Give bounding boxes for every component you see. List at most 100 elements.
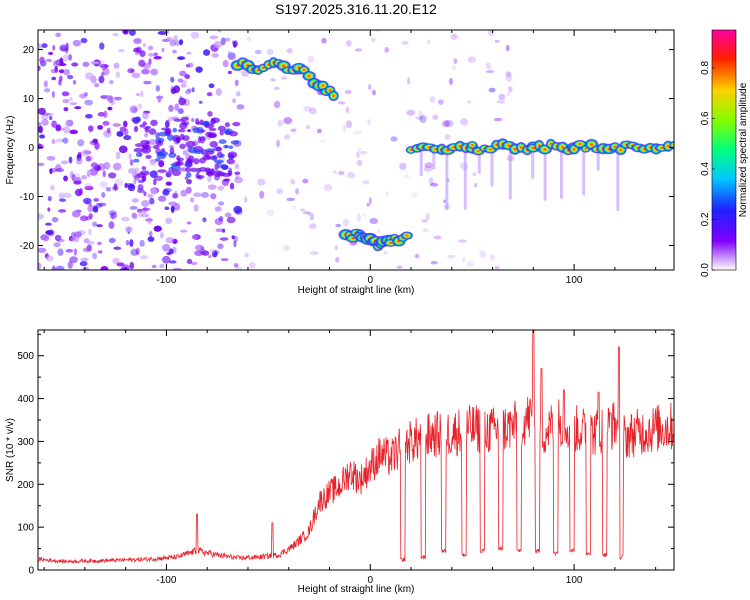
- noise-blob: [68, 156, 73, 164]
- noise-blob: [319, 139, 326, 143]
- noise-blob: [206, 150, 215, 155]
- noise-streak: [490, 147, 494, 187]
- noise-blob: [94, 83, 100, 88]
- noise-blob: [229, 182, 235, 190]
- noise-blob: [206, 92, 213, 97]
- noise-blob: [124, 226, 133, 233]
- y-tick-label: 100: [17, 523, 34, 534]
- y-tick-label: 0: [28, 143, 34, 154]
- noise-blob: [129, 159, 134, 166]
- noise-blob: [385, 191, 389, 197]
- noise-blob: [142, 43, 147, 48]
- snr-plot: 0 100 200 300 400 500 -100 0 100 Height of stra…: [5, 329, 675, 595]
- noise-streak: [432, 147, 436, 170]
- noise-blob: [167, 116, 174, 122]
- noise-streak: [616, 147, 620, 211]
- noise-blob: [204, 167, 211, 173]
- noise-blob: [224, 122, 230, 128]
- noise-blob: [88, 228, 92, 236]
- noise-blob: [120, 216, 130, 222]
- noise-blob: [411, 192, 419, 198]
- noise-blob: [184, 74, 190, 80]
- noise-blob: [51, 265, 56, 270]
- noise-blob: [437, 99, 444, 105]
- noise-blob: [140, 213, 150, 218]
- noise-blob: [489, 254, 495, 262]
- noise-blob: [141, 199, 150, 208]
- noise-blob: [58, 192, 65, 200]
- noise-blob: [214, 159, 224, 164]
- noise-blob: [62, 137, 69, 144]
- noise-blob: [51, 90, 55, 98]
- colorbar-tick-label: 0.8: [700, 61, 711, 75]
- noise-blob: [69, 256, 78, 264]
- noise-blob: [79, 261, 88, 267]
- noise-blob: [53, 242, 61, 248]
- noise-blob: [147, 193, 154, 198]
- noise-blob: [165, 237, 175, 244]
- noise-blob: [139, 255, 149, 260]
- noise-blob: [217, 125, 226, 132]
- noise-blob: [150, 187, 158, 195]
- y-tick-label: 300: [17, 437, 34, 448]
- snr-background: [38, 330, 674, 570]
- noise-blob: [82, 61, 90, 67]
- noise-streak: [463, 147, 467, 210]
- noise-blob: [46, 155, 56, 161]
- noise-blob: [233, 235, 239, 243]
- noise-blob: [90, 75, 97, 84]
- noise-blob: [390, 136, 398, 142]
- noise-blob: [88, 125, 94, 132]
- noise-blob: [383, 250, 388, 256]
- noise-blob: [246, 267, 255, 270]
- noise-blob: [308, 223, 317, 230]
- noise-blob: [141, 68, 150, 75]
- noise-blob: [89, 168, 99, 176]
- noise-blob: [141, 166, 147, 171]
- noise-blob: [229, 130, 238, 137]
- noise-blob: [115, 71, 121, 78]
- noise-blob: [401, 40, 409, 45]
- x-tick-label: -100: [156, 575, 176, 586]
- noise-blob: [237, 91, 241, 97]
- noise-blob: [95, 202, 103, 208]
- snr-y-label: SNR (10 * v/v): [5, 418, 16, 482]
- noise-blob: [178, 97, 187, 106]
- noise-blob: [39, 134, 46, 139]
- noise-blob: [444, 119, 454, 128]
- noise-blob: [180, 116, 189, 121]
- noise-blob: [74, 106, 82, 110]
- noise-blob: [99, 181, 108, 189]
- noise-blob: [190, 261, 198, 265]
- x-tick-label: 100: [566, 575, 583, 586]
- noise-blob: [281, 76, 288, 80]
- noise-blob: [65, 121, 70, 126]
- noise-blob: [74, 188, 83, 197]
- noise-blob: [453, 58, 458, 64]
- noise-blob: [451, 65, 457, 71]
- noise-blob: [286, 48, 293, 54]
- noise-blob: [129, 261, 135, 270]
- noise-blob: [332, 170, 338, 175]
- noise-blob: [220, 258, 229, 262]
- noise-blob: [467, 56, 477, 63]
- noise-blob: [125, 182, 135, 187]
- noise-blob: [494, 39, 500, 43]
- noise-blob: [177, 128, 186, 133]
- noise-blob: [199, 136, 205, 144]
- noise-blob: [208, 127, 217, 132]
- noise-blob: [185, 167, 192, 173]
- noise-blob: [193, 158, 200, 165]
- noise-blob: [202, 217, 207, 223]
- noise-blob: [82, 197, 92, 205]
- noise-blob: [62, 126, 71, 134]
- noise-blob: [173, 267, 182, 270]
- noise-blob: [485, 62, 492, 70]
- noise-blob: [414, 253, 420, 259]
- noise-blob: [63, 107, 69, 112]
- noise-blob: [177, 78, 184, 83]
- noise-blob: [186, 258, 193, 265]
- noise-blob: [168, 152, 177, 159]
- noise-blob: [143, 144, 152, 150]
- noise-blob: [154, 175, 164, 181]
